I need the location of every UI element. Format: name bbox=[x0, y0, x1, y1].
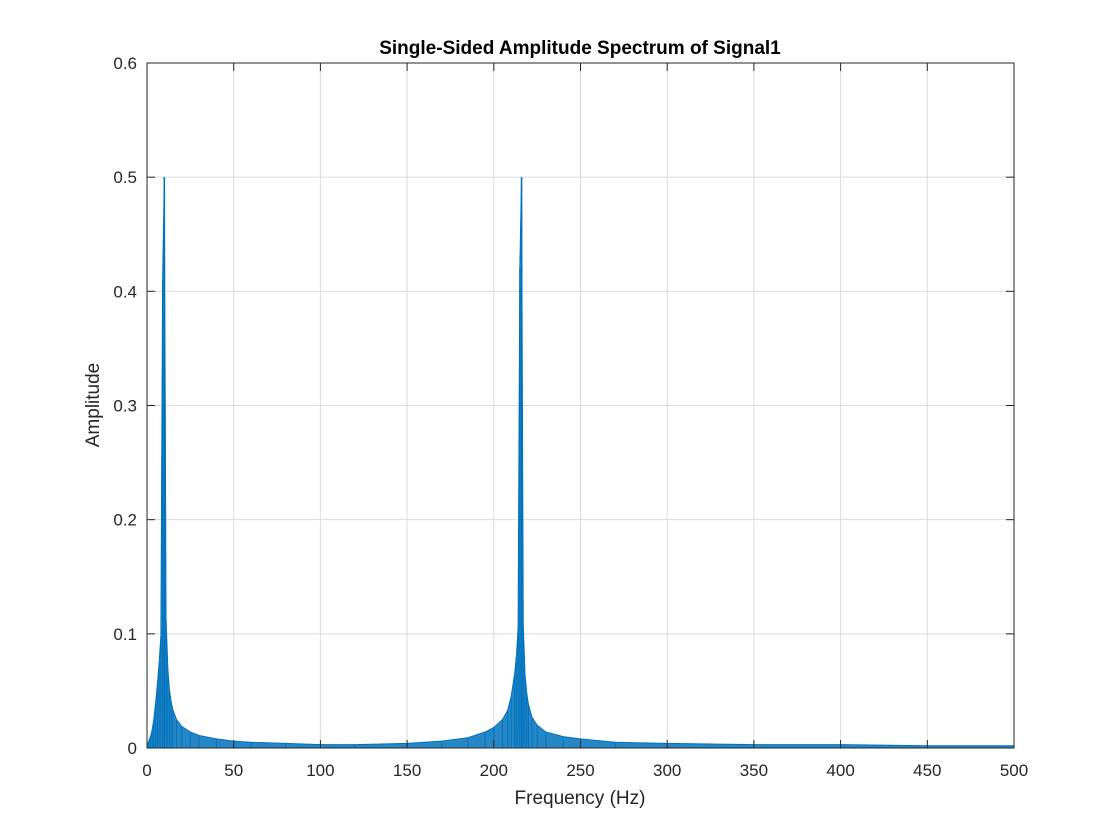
chart-title: Single-Sided Amplitude Spectrum of Signa… bbox=[379, 38, 781, 59]
y-tick-label: 0.3 bbox=[113, 397, 137, 416]
x-tick-label: 200 bbox=[480, 761, 508, 780]
x-tick-label: 0 bbox=[142, 761, 151, 780]
x-tick-label: 50 bbox=[224, 761, 243, 780]
y-tick-label: 0.6 bbox=[113, 54, 137, 73]
y-axis-title: Amplitude bbox=[83, 363, 104, 448]
x-tick-label: 450 bbox=[913, 761, 941, 780]
x-tick-label: 500 bbox=[1000, 761, 1028, 780]
x-tick-label: 100 bbox=[306, 761, 334, 780]
x-tick-label: 350 bbox=[740, 761, 768, 780]
data-layer bbox=[146, 177, 1015, 749]
x-tick-label: 300 bbox=[653, 761, 681, 780]
y-tick-label: 0.4 bbox=[113, 282, 137, 301]
x-tick-label: 250 bbox=[566, 761, 594, 780]
x-tick-label: 400 bbox=[826, 761, 854, 780]
y-tick-label: 0.1 bbox=[113, 625, 137, 644]
x-axis-title: Frequency (Hz) bbox=[515, 788, 646, 809]
x-tick-label: 150 bbox=[393, 761, 421, 780]
y-tick-label: 0 bbox=[128, 739, 137, 758]
y-tick-label: 0.2 bbox=[113, 511, 137, 530]
y-tick-label: 0.5 bbox=[113, 168, 137, 187]
tick-layer: 0 50 100 150 200 250 300 350 400 450 500 0 0.1 0.2 0.3… bbox=[113, 54, 1028, 780]
